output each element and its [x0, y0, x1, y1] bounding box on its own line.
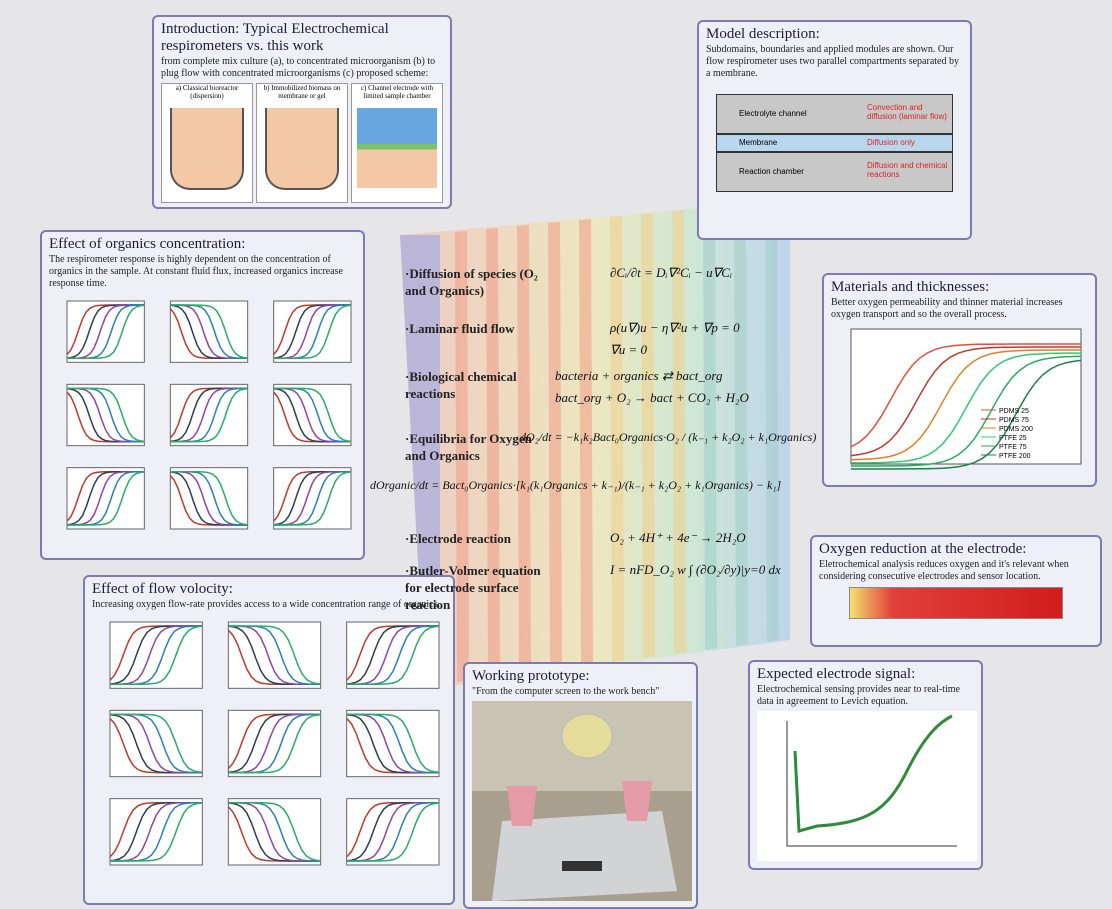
panel-title: Working prototype:: [472, 668, 689, 685]
equation-formula: dO₂/dt = −k₁k₂Bact₀Organics·O₂ / (k₋₁ + …: [520, 430, 816, 445]
equation-label: ·Butler-Volmer equation for electrode su…: [405, 562, 555, 613]
panel-text: Better oxygen permeability and thinner m…: [831, 297, 1088, 321]
panel-text: Eletrochemical analysis reduces oxygen a…: [819, 559, 1093, 583]
panel-title: Effect of flow volocity:: [92, 581, 446, 598]
scheme: c) Channel electrode with limited sample…: [351, 83, 443, 203]
equation-formula: I = nFD_O₂ w ∫ (∂O₂/∂y)|y=0 dx: [610, 562, 781, 578]
materials-panel: Materials and thicknesses: Better oxygen…: [822, 273, 1097, 487]
panel-text: Subdomains, boundaries and applied modul…: [706, 44, 963, 80]
equation-formula: bacteria + organics ⇄ bact_org: [555, 368, 722, 384]
oxygen-panel: Oxygen reduction at the electrode: Eletr…: [810, 535, 1102, 647]
panel-text: Electrochemical sensing provides near to…: [757, 684, 974, 708]
region-label: Membrane: [739, 138, 777, 147]
region-label: Electrolyte channel: [739, 109, 807, 118]
equation-label: ·Electrode reaction: [405, 530, 555, 547]
model-panel: Model description: Subdomains, boundarie…: [697, 20, 972, 240]
region-note: Diffusion only: [867, 138, 915, 147]
equation-formula: bact_org + O₂ → bact + CO₂ + H₂O: [555, 390, 749, 406]
plot-grid: [49, 293, 359, 543]
signal-panel: Expected electrode signal: Electrochemic…: [748, 660, 983, 870]
legend-entry: PDMS 25: [999, 408, 1029, 415]
legend-entry: PTFE 75: [999, 444, 1027, 451]
region-note: Diffusion and chemical reactions: [867, 161, 952, 179]
plot-grid: [92, 614, 447, 879]
equation-label: ·Laminar fluid flow: [405, 320, 555, 337]
flow-panel: Effect of flow volocity: Increasing oxyg…: [83, 575, 455, 905]
scheme: a) Classical bioreactor (dispersion): [161, 83, 253, 203]
legend-entry: PTFE 25: [999, 435, 1027, 442]
region-note: Convection and diffusion (laminar flow): [867, 103, 952, 121]
panel-text: from complete mix culture (a), to concen…: [161, 56, 443, 80]
scheme-label: a) Classical bioreactor (dispersion): [176, 84, 239, 100]
equation-formula: ∂Cᵢ/∂t = Dᵢ∇²Cᵢ − u∇Cᵢ: [610, 265, 732, 281]
prototype-panel: Working prototype: "From the computer sc…: [463, 662, 698, 909]
panel-title: Materials and thicknesses:: [831, 279, 1088, 296]
equation-formula: dOrganic/dt = Bact₀Organics·[k₁(k₁Organi…: [370, 478, 781, 493]
panel-title: Effect of organics concentration:: [49, 236, 356, 253]
oxygen-map: [849, 587, 1063, 619]
panel-text: Increasing oxygen flow-rate provides acc…: [92, 599, 446, 611]
panel-title: Expected electrode signal:: [757, 666, 974, 683]
organics-panel: Effect of organics concentration: The re…: [40, 230, 365, 560]
materials-plot: PDMS 25 PDMS 75 PDMS 200 PTFE 25 PTFE 75 PTFE…: [831, 324, 1091, 474]
legend-entry: PDMS 75: [999, 417, 1029, 424]
legend-entry: PDMS 200: [999, 426, 1033, 433]
scheme-label: c) Channel electrode with limited sample…: [361, 84, 433, 100]
equation-formula: ρ(u∇)u − η∇²u + ∇p = 0: [610, 320, 740, 336]
panel-title: Introduction: Typical Electrochemical re…: [161, 21, 443, 55]
signal-plot: [757, 711, 977, 861]
equation-formula: O₂ + 4H⁺ + 4e⁻ → 2H₂O: [610, 530, 746, 546]
panel-text: The respirometer response is highly depe…: [49, 254, 356, 290]
equation-label: ·Biological chemical reactions: [405, 368, 555, 402]
poster: Introduction: Typical Electrochemical re…: [0, 0, 1112, 909]
prototype-photo: [472, 701, 692, 901]
stripe: [734, 204, 748, 646]
equation-label: ·Diffusion of species (O₂ and Organics): [405, 265, 555, 299]
panel-title: Model description:: [706, 26, 963, 43]
legend-entry: PTFE 200: [999, 453, 1031, 460]
equation-formula: ∇u = 0: [610, 342, 647, 358]
intro-panel: Introduction: Typical Electrochemical re…: [152, 15, 452, 209]
scheme-label: b) Immobilized biomass on membrane or ge…: [264, 84, 341, 100]
region-label: Reaction chamber: [739, 167, 804, 176]
panel-text: "From the computer screen to the work be…: [472, 686, 689, 698]
panel-title: Oxygen reduction at the electrode:: [819, 541, 1093, 558]
scheme: b) Immobilized biomass on membrane or ge…: [256, 83, 348, 203]
